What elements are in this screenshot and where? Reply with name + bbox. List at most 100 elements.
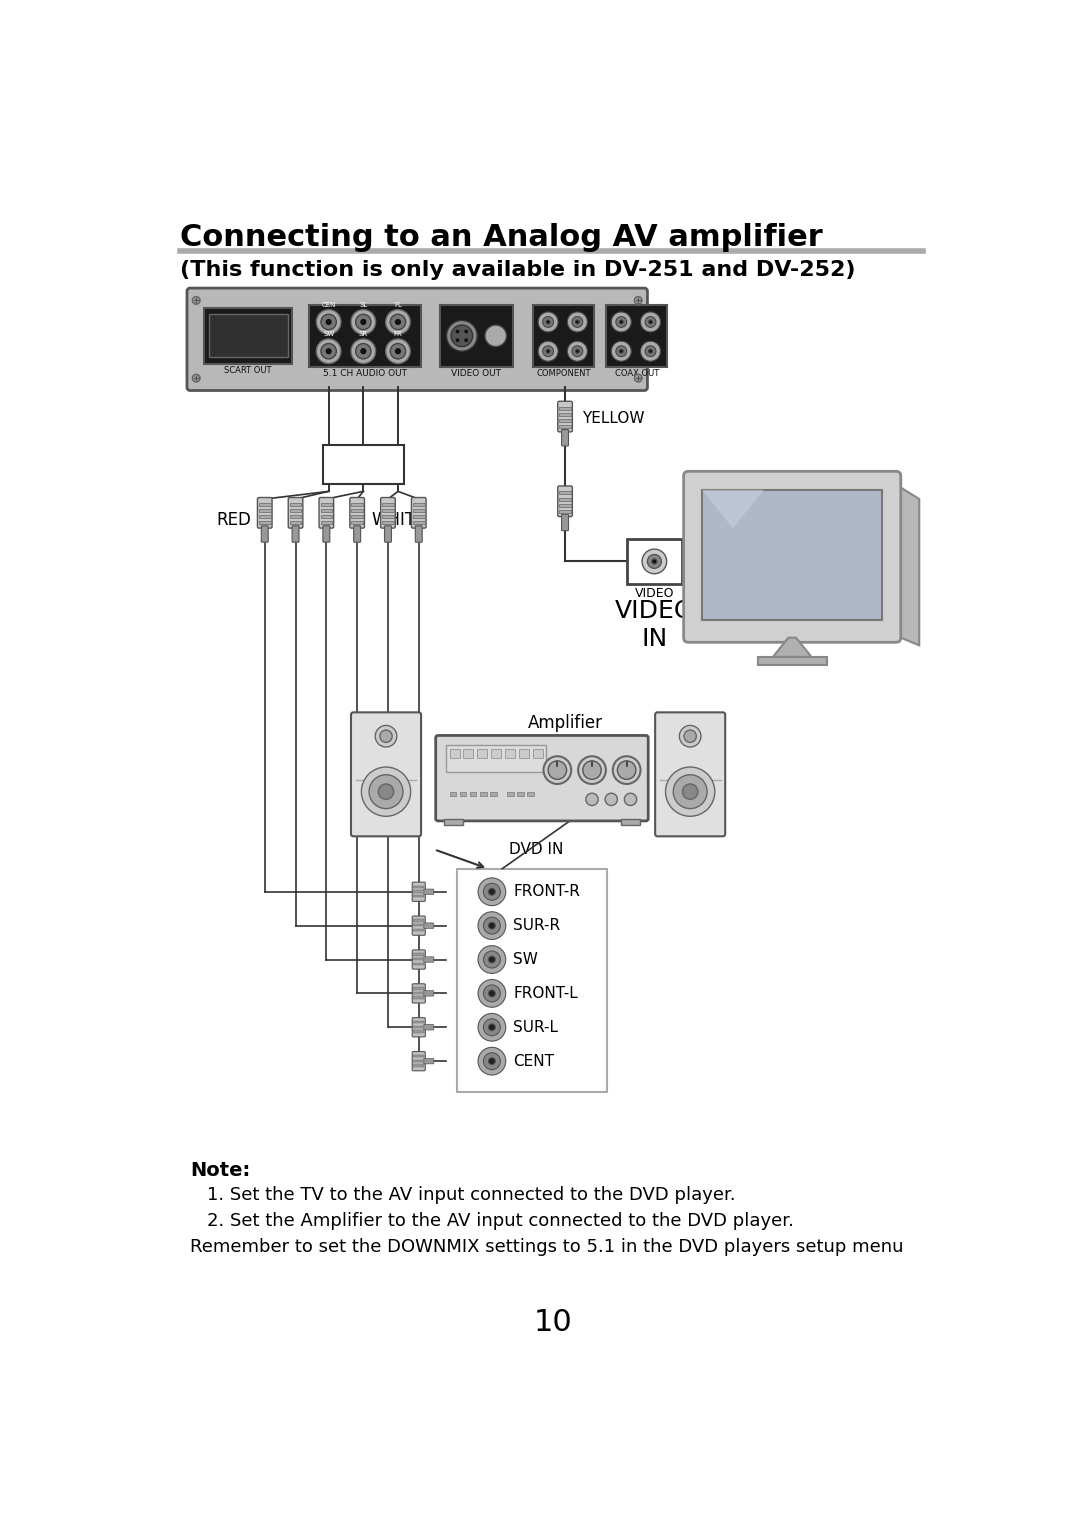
Text: FR: FR (393, 332, 403, 338)
Bar (414, 929, 424, 931)
Text: CENT: CENT (513, 1054, 554, 1068)
Bar (259, 521, 270, 524)
Circle shape (619, 350, 623, 353)
Circle shape (361, 319, 366, 325)
Circle shape (543, 345, 553, 356)
Circle shape (478, 879, 505, 906)
Circle shape (321, 315, 336, 330)
Bar (559, 425, 571, 428)
Bar (414, 1030, 424, 1033)
FancyBboxPatch shape (435, 735, 648, 821)
FancyBboxPatch shape (423, 889, 434, 894)
Polygon shape (773, 637, 811, 657)
Circle shape (375, 726, 396, 747)
Circle shape (395, 348, 401, 354)
Circle shape (325, 348, 332, 354)
Circle shape (616, 345, 626, 356)
Circle shape (456, 338, 459, 342)
Circle shape (464, 330, 468, 333)
Polygon shape (901, 487, 919, 645)
Text: VIDEO OUT: VIDEO OUT (451, 368, 501, 377)
Circle shape (488, 1057, 496, 1065)
Bar (382, 521, 394, 524)
Circle shape (543, 756, 571, 784)
Bar (414, 996, 424, 999)
Circle shape (647, 555, 661, 568)
Circle shape (192, 374, 200, 382)
FancyBboxPatch shape (380, 498, 395, 529)
Circle shape (578, 756, 606, 784)
FancyBboxPatch shape (350, 498, 364, 529)
FancyBboxPatch shape (323, 526, 329, 542)
Circle shape (355, 344, 372, 359)
Circle shape (546, 350, 550, 353)
Circle shape (390, 315, 406, 330)
Bar (321, 515, 333, 518)
Circle shape (321, 344, 336, 359)
Circle shape (484, 1019, 500, 1036)
Text: COAX OUT: COAX OUT (615, 368, 659, 377)
Bar (414, 1021, 424, 1024)
FancyBboxPatch shape (423, 1025, 434, 1030)
Bar (480, 792, 486, 796)
Text: VIDEO
IN: VIDEO IN (615, 599, 694, 651)
Bar (259, 509, 270, 512)
Circle shape (651, 559, 657, 564)
FancyBboxPatch shape (557, 486, 572, 516)
FancyBboxPatch shape (257, 498, 272, 529)
Text: FRONT-R: FRONT-R (513, 885, 580, 900)
Bar (323, 445, 404, 484)
FancyBboxPatch shape (292, 526, 299, 542)
Text: SCART OUT: SCART OUT (225, 365, 272, 374)
Bar (477, 749, 487, 758)
Circle shape (488, 923, 496, 929)
Bar (446, 746, 545, 773)
Bar (321, 509, 333, 512)
FancyBboxPatch shape (684, 471, 901, 642)
Circle shape (640, 341, 661, 361)
FancyBboxPatch shape (413, 950, 426, 969)
Circle shape (478, 1047, 505, 1076)
Text: (This function is only available in DV-251 and DV-252): (This function is only available in DV-2… (180, 260, 855, 280)
Text: FL: FL (394, 303, 402, 309)
Bar (414, 895, 424, 897)
Circle shape (192, 296, 200, 304)
Circle shape (478, 912, 505, 940)
Circle shape (572, 345, 583, 356)
Bar (449, 792, 457, 796)
Circle shape (611, 312, 632, 332)
Text: Remember to set the DOWNMIX settings to 5.1 in the DVD players setup menu: Remember to set the DOWNMIX settings to … (190, 1238, 904, 1256)
Bar (382, 515, 394, 518)
Circle shape (543, 316, 553, 327)
Bar (414, 891, 424, 892)
Circle shape (380, 730, 392, 743)
Bar (351, 509, 363, 512)
Bar (289, 509, 301, 512)
Circle shape (619, 319, 623, 324)
Bar (351, 521, 363, 524)
Bar (449, 749, 460, 758)
FancyBboxPatch shape (416, 526, 422, 542)
Bar (289, 515, 301, 518)
Bar (532, 749, 543, 758)
FancyBboxPatch shape (413, 882, 426, 902)
FancyBboxPatch shape (423, 957, 434, 963)
Circle shape (616, 316, 626, 327)
FancyBboxPatch shape (353, 526, 361, 542)
FancyBboxPatch shape (187, 289, 647, 391)
Bar (460, 792, 467, 796)
FancyBboxPatch shape (351, 712, 421, 836)
Bar (414, 1063, 424, 1067)
FancyBboxPatch shape (562, 429, 568, 446)
Circle shape (395, 319, 401, 325)
Circle shape (576, 319, 579, 324)
Circle shape (549, 761, 567, 779)
Circle shape (567, 312, 588, 332)
Bar (414, 1054, 424, 1057)
Bar (626, 539, 683, 584)
Bar (414, 963, 424, 964)
Text: CEN: CEN (322, 303, 336, 309)
Circle shape (361, 348, 366, 354)
FancyBboxPatch shape (413, 1051, 426, 1071)
Text: 5.1 CH AUDIO OUT: 5.1 CH AUDIO OUT (323, 368, 407, 377)
